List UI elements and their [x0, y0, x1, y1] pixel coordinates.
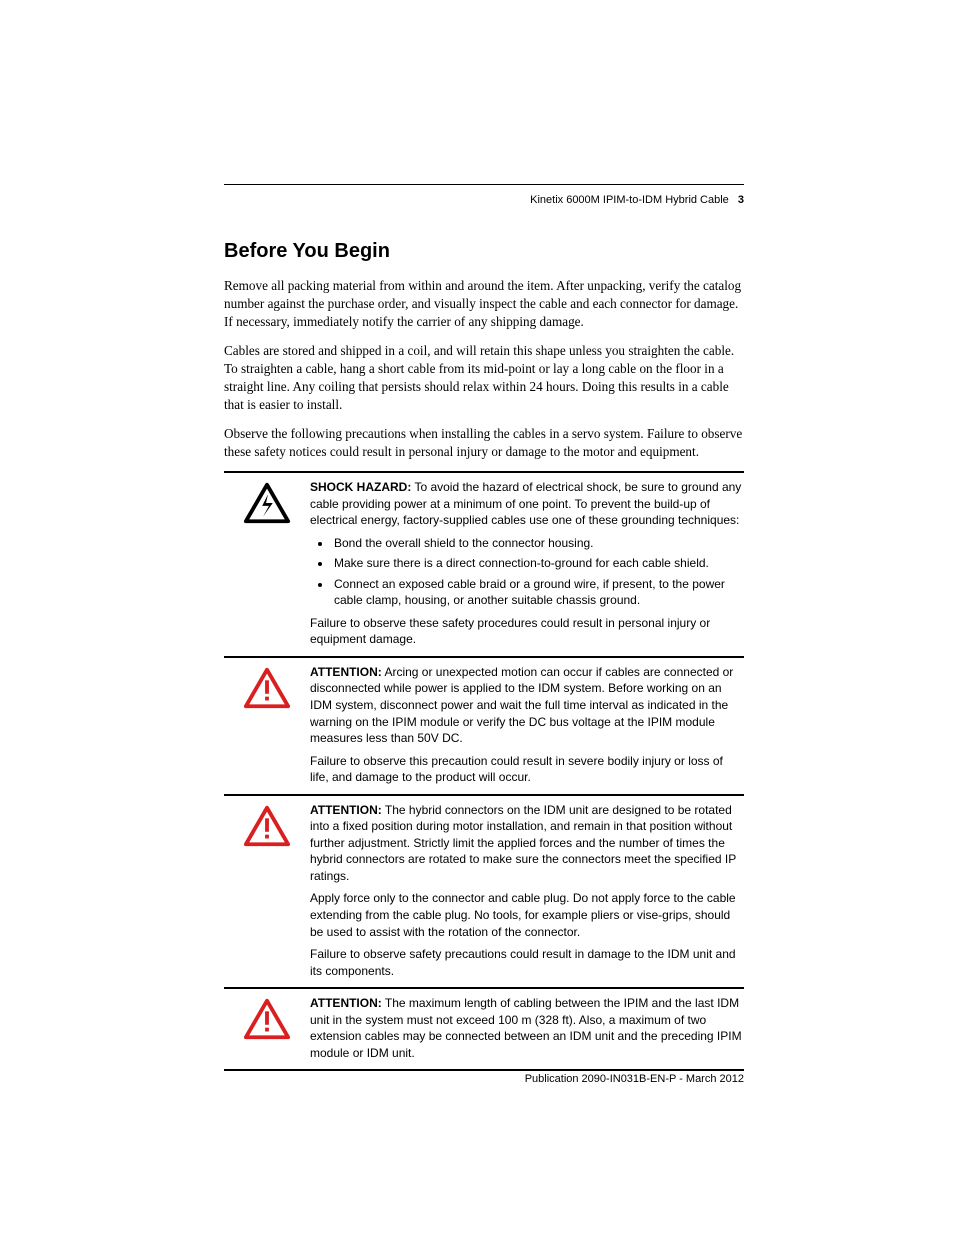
- body-paragraph: Cables are stored and shipped in a coil,…: [224, 342, 744, 415]
- running-header: Kinetix 6000M IPIM-to-IDM Hybrid Cable 3: [530, 194, 744, 206]
- notice-text: ATTENTION: The hybrid connectors on the …: [310, 802, 744, 979]
- notice-bullet: Connect an exposed cable braid or a grou…: [332, 576, 744, 609]
- attention-icon: [224, 802, 310, 979]
- page-number: 3: [738, 194, 744, 206]
- notice-list: SHOCK HAZARD: To avoid the hazard of ele…: [224, 471, 744, 1071]
- notice-label: ATTENTION:: [310, 996, 382, 1010]
- page-content: Before You Begin Remove all packing mate…: [0, 0, 954, 1129]
- notice-label: SHOCK HAZARD:: [310, 480, 411, 494]
- attention-icon: [224, 664, 310, 786]
- notice-bullet: Bond the overall shield to the connector…: [332, 535, 744, 552]
- shock-hazard-icon: [224, 479, 310, 648]
- section-title: Before You Begin: [224, 240, 744, 263]
- body-paragraph: Observe the following precautions when i…: [224, 425, 744, 461]
- notice-trailing: Failure to observe safety precautions co…: [310, 946, 744, 979]
- notice-text: ATTENTION: Arcing or unexpected motion c…: [310, 664, 744, 786]
- notice-shock-hazard: SHOCK HAZARD: To avoid the hazard of ele…: [224, 471, 744, 658]
- notice-label: ATTENTION:: [310, 803, 382, 817]
- notice-attention: ATTENTION: Arcing or unexpected motion c…: [224, 656, 744, 796]
- footer-publication: Publication 2090-IN031B-EN-P - March 201…: [525, 1073, 744, 1085]
- notice-text: SHOCK HAZARD: To avoid the hazard of ele…: [310, 479, 744, 648]
- body-paragraph: Remove all packing material from within …: [224, 277, 744, 332]
- notice-trailing: Apply force only to the connector and ca…: [310, 890, 744, 940]
- notice-bullet: Make sure there is a direct connection-t…: [332, 555, 744, 572]
- notice-label: ATTENTION:: [310, 665, 382, 679]
- notice-trailing: Failure to observe this precaution could…: [310, 753, 744, 786]
- header-rule: [224, 184, 744, 185]
- notice-trailing: Failure to observe these safety procedur…: [310, 615, 744, 648]
- attention-icon: [224, 995, 310, 1061]
- doc-title: Kinetix 6000M IPIM-to-IDM Hybrid Cable: [530, 194, 729, 206]
- notice-attention: ATTENTION: The maximum length of cabling…: [224, 987, 744, 1071]
- notice-attention: ATTENTION: The hybrid connectors on the …: [224, 794, 744, 989]
- notice-bullets: Bond the overall shield to the connector…: [332, 535, 744, 609]
- notice-text: ATTENTION: The maximum length of cabling…: [310, 995, 744, 1061]
